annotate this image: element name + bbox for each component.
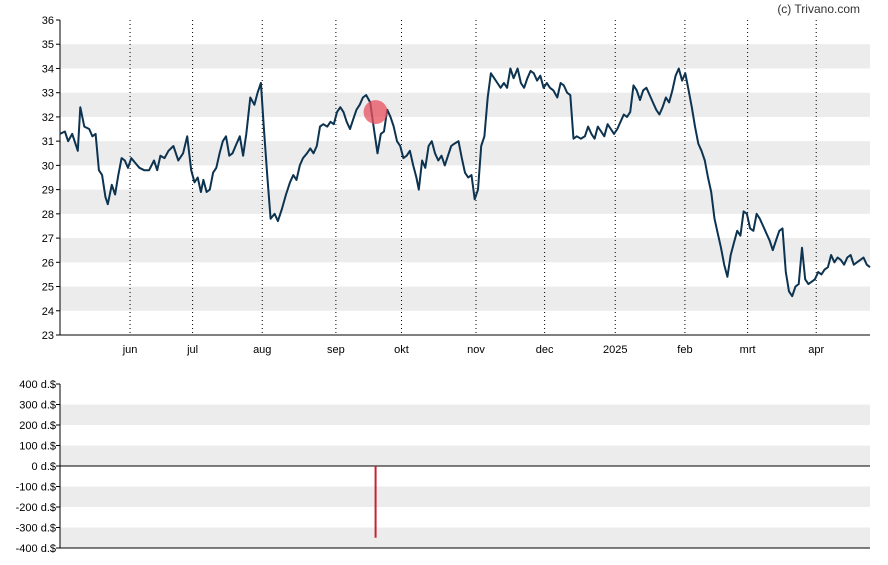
- y-tick-label: 27: [42, 233, 54, 245]
- volume-y-tick-label: 200 d.$: [19, 420, 56, 432]
- price-band: [60, 238, 870, 263]
- volume-y-tick-label: -100 d.$: [16, 482, 56, 494]
- volume-y-tick-label: 300 d.$: [19, 400, 56, 412]
- y-tick-label: 29: [42, 185, 54, 197]
- y-tick-label: 30: [42, 160, 54, 172]
- y-tick-label: 23: [42, 330, 54, 342]
- volume-y-tick-label: 100 d.$: [19, 441, 56, 453]
- y-tick-label: 28: [42, 209, 54, 221]
- volume-band: [60, 445, 870, 466]
- x-tick-label: mrt: [740, 344, 756, 356]
- volume-band: [60, 527, 870, 548]
- y-tick-label: 35: [42, 39, 54, 51]
- y-tick-label: 26: [42, 257, 54, 269]
- x-tick-label: aug: [253, 344, 271, 356]
- x-tick-label: nov: [467, 344, 485, 356]
- y-tick-label: 33: [42, 88, 54, 100]
- price-band: [60, 92, 870, 117]
- volume-y-tick-label: -200 d.$: [16, 502, 56, 514]
- x-tick-label: dec: [536, 344, 554, 356]
- credit-text: (c) Trivano.com: [777, 2, 860, 16]
- x-tick-label: feb: [677, 344, 692, 356]
- price-band: [60, 189, 870, 214]
- volume-y-tick-label: 400 d.$: [19, 379, 56, 391]
- x-tick-label: 2025: [603, 344, 627, 356]
- volume-panel: 400 d.$ 300 d.$ 200 d.$ 100 d.$ 0 d.$ -100 d.…: [16, 379, 870, 555]
- x-tick-label: jul: [186, 344, 198, 356]
- x-tick-label: jun: [122, 344, 138, 356]
- x-tick-label: apr: [808, 344, 824, 356]
- volume-band: [60, 486, 870, 507]
- price-panel: jun jul aug sep okt nov dec 2025 feb mrt apr 23 24 25…: [42, 15, 871, 356]
- y-tick-label: 34: [42, 63, 54, 75]
- y-tick-label: 24: [42, 306, 54, 318]
- price-band: [60, 141, 870, 166]
- volume-y-tick-label: -400 d.$: [16, 543, 56, 555]
- price-series-line: [59, 67, 871, 298]
- event-marker: [363, 100, 388, 125]
- y-tick-label: 36: [42, 15, 54, 27]
- y-tick-label: 25: [42, 282, 54, 294]
- volume-band: [60, 404, 870, 425]
- y-tick-label: 31: [42, 136, 54, 148]
- price-band: [60, 286, 870, 311]
- volume-y-tick-label: 0 d.$: [32, 461, 56, 473]
- x-tick-label: okt: [394, 344, 409, 356]
- x-tick-label: sep: [327, 344, 345, 356]
- price-band: [60, 44, 870, 69]
- volume-y-tick-label: -300 d.$: [16, 523, 56, 535]
- y-tick-label: 32: [42, 112, 54, 124]
